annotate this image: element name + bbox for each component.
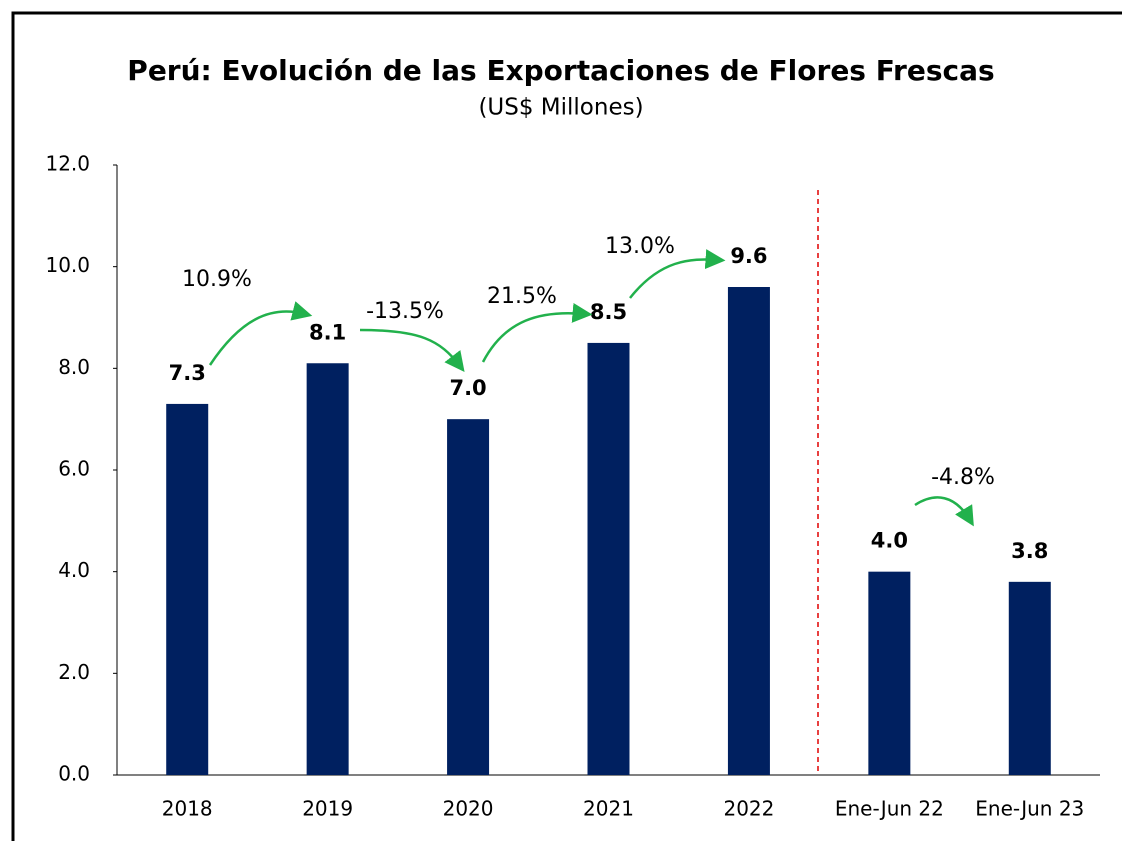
x-tick-label: 2018 [162, 797, 213, 821]
growth-label: 21.5% [487, 284, 557, 309]
value-label: 9.6 [730, 244, 767, 268]
y-tick-label: 2.0 [58, 660, 90, 684]
y-tick-label: 4.0 [58, 558, 90, 582]
bar [166, 403, 209, 775]
y-tick-label: 0.0 [58, 762, 90, 786]
x-tick-label: 2019 [302, 797, 353, 821]
bar [306, 363, 349, 775]
value-label: 3.8 [1011, 539, 1048, 563]
value-label: 8.1 [309, 320, 346, 344]
growth-arrow [359, 328, 465, 372]
value-label: 4.0 [871, 529, 908, 553]
x-tick-label: 2021 [583, 797, 634, 821]
chart-title: Perú: Evolución de las Exportaciones de … [127, 54, 994, 87]
y-tick-label: 10.0 [45, 253, 90, 277]
x-tick-label: 2020 [443, 797, 494, 821]
value-label: 7.3 [169, 361, 206, 385]
growth-label: -13.5% [366, 299, 444, 324]
bar [587, 342, 630, 775]
chart-subtitle: (US$ Millones) [478, 95, 643, 121]
x-tick-label: 2022 [723, 797, 774, 821]
bar [868, 571, 911, 775]
growth-label: -4.8% [931, 465, 995, 490]
bar [447, 419, 490, 775]
y-tick-label: 6.0 [58, 457, 90, 481]
growth-arrow [914, 496, 974, 527]
x-tick-label: Ene-Jun 22 [835, 797, 944, 821]
bar [1008, 581, 1051, 775]
y-tick-label: 8.0 [58, 355, 90, 379]
growth-arrow [481, 302, 593, 363]
growth-arrow [629, 249, 726, 299]
growth-label: 13.0% [605, 234, 675, 259]
value-label: 7.0 [449, 376, 486, 400]
value-label: 8.5 [590, 300, 627, 324]
y-tick-label: 12.0 [45, 152, 90, 176]
x-tick-label: Ene-Jun 23 [975, 797, 1084, 821]
bar [727, 287, 770, 775]
growth-label: 10.9% [182, 267, 252, 292]
growth-arrow [208, 301, 313, 366]
